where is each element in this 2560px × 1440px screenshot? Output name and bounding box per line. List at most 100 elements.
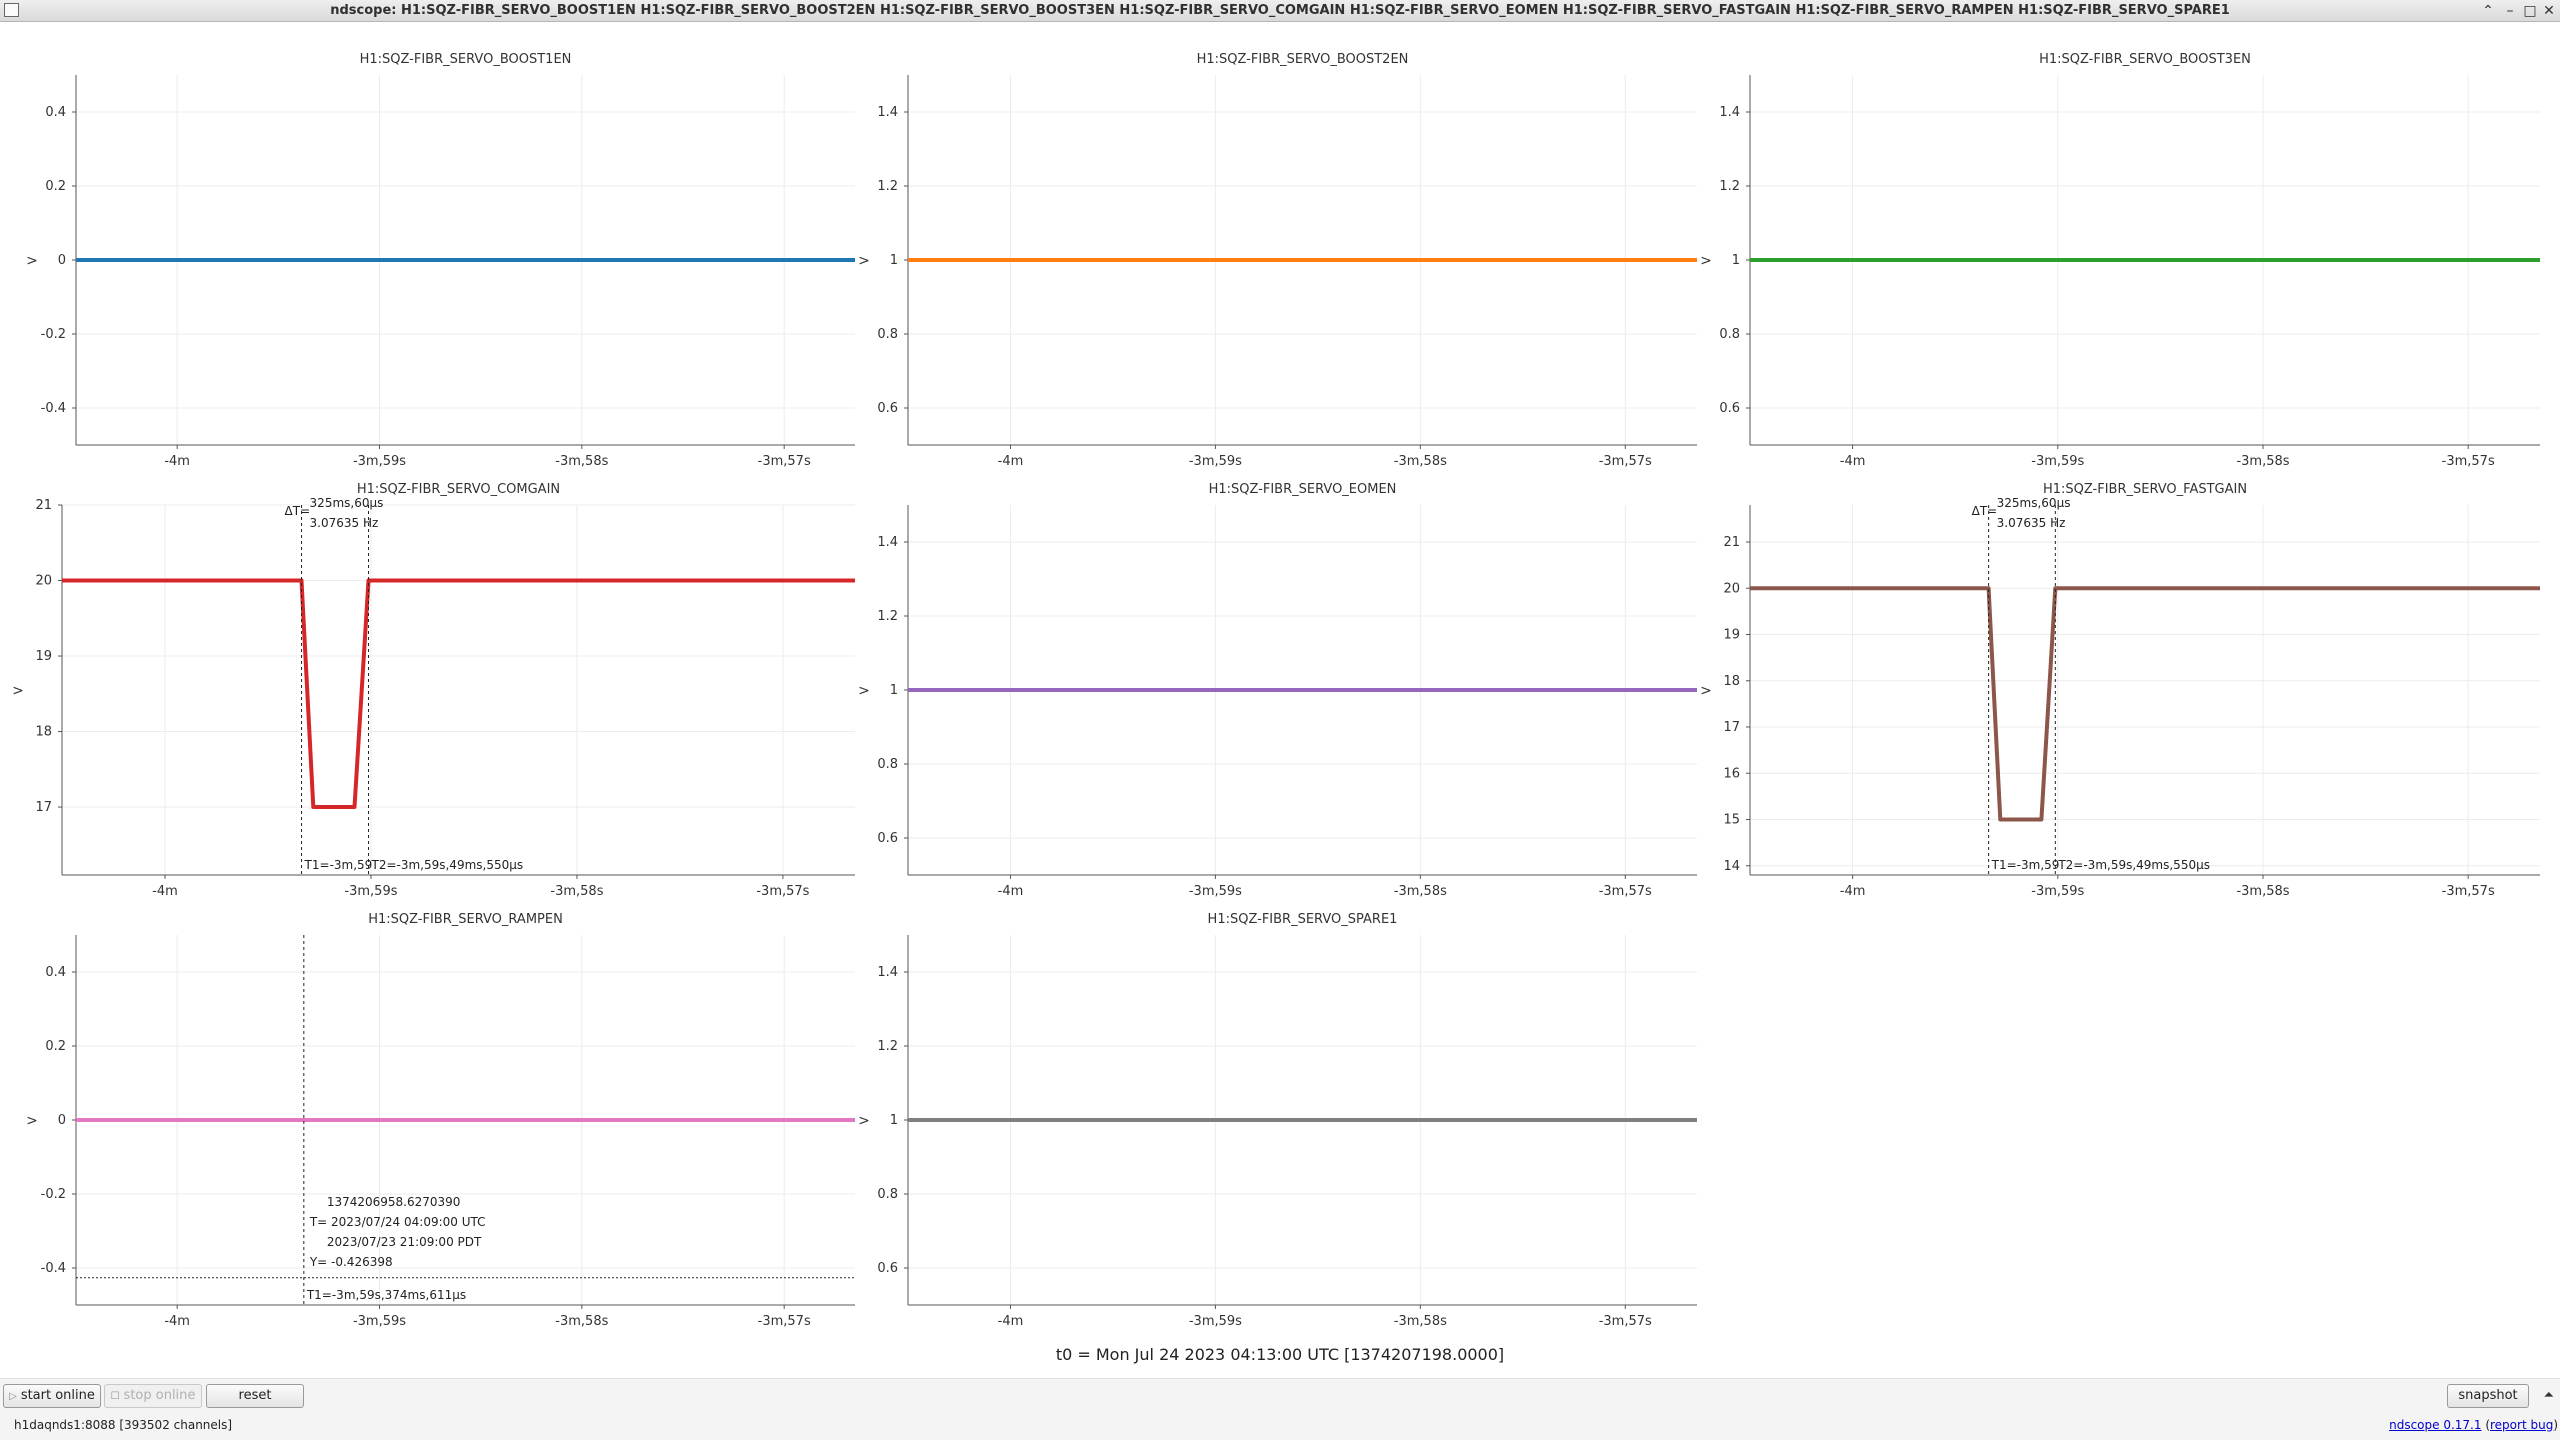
y-tick-label: 1.2 bbox=[877, 609, 898, 624]
x-tick-label: -3m,58s bbox=[2236, 454, 2289, 469]
x-tick-label: -3m,59s bbox=[2031, 454, 2084, 469]
x-tick-label: -3m,57s bbox=[2442, 454, 2495, 469]
start-online-label: start online bbox=[20, 1388, 95, 1403]
y-tick-label: 1.4 bbox=[877, 535, 898, 550]
plot-panel-6[interactable]: H1:SQZ-FIBR_SERVO_FASTGAIN 21 20 19 18 17 16 15… bbox=[1700, 482, 2540, 899]
y-tick-label: 0.8 bbox=[877, 327, 898, 342]
x-tick-label: -4m bbox=[1840, 454, 1866, 469]
stop-online-button[interactable]: ☐ stop online bbox=[104, 1384, 202, 1408]
t1-label: T1=-3m,59 bbox=[304, 858, 373, 872]
crosshair-y: Y= -0.426398 bbox=[309, 1255, 393, 1269]
y-tick-label: 0.6 bbox=[877, 1261, 898, 1276]
delta-time: 325ms,60µs bbox=[1997, 496, 2071, 510]
y-tick-label: 21 bbox=[1723, 535, 1740, 550]
t2-label: T2=-3m,59s,49ms,550µs bbox=[2057, 858, 2210, 872]
start-online-button[interactable]: ▷ start online bbox=[3, 1384, 101, 1408]
x-tick-label: -4m bbox=[998, 454, 1024, 469]
t1-label: T1=-3m,59 bbox=[1991, 858, 2060, 872]
y-axis-label: > bbox=[858, 1113, 870, 1129]
y-tick-label: 1 bbox=[890, 253, 898, 268]
y-tick-label: 1.4 bbox=[877, 965, 898, 980]
y-tick-label: 0.8 bbox=[877, 1187, 898, 1202]
collapse-icon[interactable]: ⏶ bbox=[2543, 1388, 2554, 1403]
close-button[interactable]: ✕ bbox=[2543, 3, 2555, 19]
y-tick-label: -0.4 bbox=[41, 1261, 66, 1276]
y-axis-label: > bbox=[858, 253, 870, 269]
x-tick-label: -4m bbox=[1840, 884, 1866, 899]
crosshair-pdt: 2023/07/23 21:09:00 PDT bbox=[327, 1235, 482, 1249]
y-tick-label: 1.2 bbox=[1719, 179, 1740, 194]
y-axis-label: > bbox=[12, 683, 24, 699]
y-tick-label: 1 bbox=[890, 1113, 898, 1128]
y-tick-label: 1.4 bbox=[877, 105, 898, 120]
plot-panel-4[interactable]: H1:SQZ-FIBR_SERVO_COMGAIN 21 20 19 18 17 > -4m -… bbox=[12, 482, 855, 899]
y-tick-label: 15 bbox=[1723, 813, 1740, 828]
x-tick-label: -3m,58s bbox=[1394, 1314, 1447, 1329]
x-tick-label: -3m,57s bbox=[1599, 454, 1652, 469]
plot-title: H1:SQZ-FIBR_SERVO_COMGAIN bbox=[357, 482, 560, 497]
y-tick-label: 19 bbox=[1723, 628, 1740, 643]
y-tick-label: 1.4 bbox=[1719, 105, 1740, 120]
y-axis-label: > bbox=[1700, 683, 1712, 699]
y-axis-label: > bbox=[26, 1113, 38, 1129]
series-line bbox=[1750, 586, 2540, 822]
plot-grid[interactable]: H1:SQZ-FIBR_SERVO_BOOST1EN 0.4 0.2 0 -0.2 -0.… bbox=[0, 22, 2560, 1372]
maximize-button[interactable]: □ bbox=[2523, 3, 2537, 19]
y-tick-label: 0.4 bbox=[45, 105, 66, 120]
y-tick-label: 1 bbox=[1732, 253, 1740, 268]
t1-label: T1=-3m,59s,374ms,611µs bbox=[306, 1288, 466, 1302]
x-tick-label: -3m,58s bbox=[555, 1314, 608, 1329]
delta-time: 325ms,60µs bbox=[310, 496, 384, 510]
report-bug-link[interactable]: report bug bbox=[2490, 1418, 2554, 1432]
plot-panel-7[interactable]: H1:SQZ-FIBR_SERVO_RAMPEN 0.4 0.2 0 -0.2 -0.4 >… bbox=[26, 912, 855, 1329]
y-tick-label: 18 bbox=[35, 725, 52, 740]
plot-title: H1:SQZ-FIBR_SERVO_BOOST3EN bbox=[2039, 52, 2251, 67]
x-tick-label: -3m,59s bbox=[1189, 1314, 1242, 1329]
y-axis-label: > bbox=[858, 683, 870, 699]
y-tick-label: 17 bbox=[1723, 720, 1740, 735]
y-tick-label: 0.8 bbox=[1719, 327, 1740, 342]
x-tick-label: -3m,59s bbox=[2031, 884, 2084, 899]
status-bar: h1daqnds1:8088 [393502 channels] ndscope… bbox=[0, 1412, 2560, 1440]
x-tick-label: -3m,58s bbox=[1394, 454, 1447, 469]
x-tick-label: -3m,59s bbox=[344, 884, 397, 899]
x-tick-label: -3m,57s bbox=[758, 1314, 811, 1329]
plot-panel-3[interactable]: H1:SQZ-FIBR_SERVO_BOOST3EN 1.4 1.2 1 0.8 0.6 >… bbox=[1700, 52, 2540, 469]
plot-panel-1[interactable]: H1:SQZ-FIBR_SERVO_BOOST1EN 0.4 0.2 0 -0.2 -0.… bbox=[26, 52, 855, 469]
x-tick-label: -4m bbox=[164, 1314, 190, 1329]
crosshair-gps: 1374206958.6270390 bbox=[327, 1195, 461, 1209]
x-tick-label: -3m,57s bbox=[1599, 1314, 1652, 1329]
version-info: ndscope 0.17.1 (report bug) bbox=[2389, 1418, 2558, 1432]
plot-title: H1:SQZ-FIBR_SERVO_EOMEN bbox=[1209, 482, 1397, 497]
x-tick-label: -3m,59s bbox=[353, 454, 406, 469]
y-tick-label: 0.6 bbox=[1719, 401, 1740, 416]
plot-panel-5[interactable]: H1:SQZ-FIBR_SERVO_EOMEN 1.4 1.2 1 0.8 0.6 > -4m… bbox=[858, 482, 1697, 899]
y-tick-label: 0.6 bbox=[877, 831, 898, 846]
snapshot-button[interactable]: snapshot bbox=[2447, 1384, 2529, 1408]
x-tick-label: -4m bbox=[164, 454, 190, 469]
version-link[interactable]: ndscope 0.17.1 bbox=[2389, 1418, 2482, 1432]
minimize-button[interactable]: – bbox=[2506, 3, 2514, 19]
x-tick-label: -3m,57s bbox=[758, 454, 811, 469]
t2-label: T2=-3m,59s,49ms,550µs bbox=[370, 858, 523, 872]
delta-frequency: 3.07635 Hz bbox=[1997, 516, 2066, 530]
y-axis-label: > bbox=[26, 253, 38, 269]
stop-icon: ☐ bbox=[110, 1391, 120, 1402]
y-tick-label: 16 bbox=[1723, 766, 1740, 781]
server-status: h1daqnds1:8088 [393502 channels] bbox=[14, 1418, 233, 1432]
y-tick-label: 1 bbox=[890, 683, 898, 698]
plot-panel-2[interactable]: H1:SQZ-FIBR_SERVO_BOOST2EN 1.4 1.2 1 0.8 0.6 >… bbox=[858, 52, 1697, 469]
reset-button[interactable]: reset bbox=[206, 1384, 304, 1408]
y-tick-label: -0.2 bbox=[41, 1187, 66, 1202]
play-icon: ▷ bbox=[9, 1391, 17, 1402]
delta-frequency: 3.07635 Hz bbox=[310, 516, 379, 530]
x-tick-label: -3m,57s bbox=[1599, 884, 1652, 899]
y-tick-label: 0.4 bbox=[45, 965, 66, 980]
plot-panel-8[interactable]: H1:SQZ-FIBR_SERVO_SPARE1 1.4 1.2 1 0.8 0.6 > -4… bbox=[858, 912, 1697, 1329]
y-tick-label: 1.2 bbox=[877, 1039, 898, 1054]
x-tick-label: -4m bbox=[998, 1314, 1024, 1329]
x-tick-label: -4m bbox=[998, 884, 1024, 899]
x-tick-label: -3m,58s bbox=[2236, 884, 2289, 899]
y-axis-label: > bbox=[1700, 253, 1712, 269]
restore-icon[interactable]: ⌃ bbox=[2482, 3, 2494, 19]
